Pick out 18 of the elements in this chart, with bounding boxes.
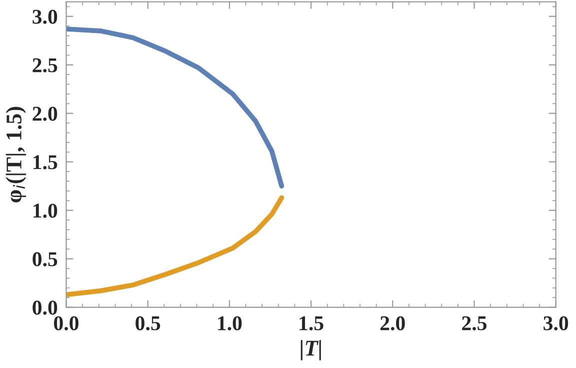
x-tick-label: 0.0 — [54, 316, 78, 330]
line-series — [66, 26, 284, 189]
x-tick-label: 2.0 — [380, 316, 405, 330]
y-tick-label: 0.5 — [32, 252, 58, 266]
y-tick-label: 1.5 — [34, 155, 58, 170]
y-tick-label: 2.0 — [32, 106, 58, 121]
x-tick-label: 0.5 — [136, 316, 160, 330]
x-tick-label: 2.5 — [462, 316, 486, 330]
x-tick-label: 1.0 — [218, 316, 242, 330]
y-axis-title: φ$_{i}$(|T|, 1.5) — [6, 106, 26, 202]
y-tick-label: 2.5 — [32, 58, 58, 72]
y-tick-label: 0.0 — [32, 300, 58, 315]
line-series — [66, 195, 284, 298]
x-axis-title: |T| — [300, 340, 321, 360]
x-tick-label: 1.5 — [300, 316, 324, 330]
y-tick-label: 1.0 — [34, 204, 58, 218]
x-tick-label: 3.0 — [544, 316, 568, 330]
y-tick-label: 3.0 — [32, 10, 58, 24]
